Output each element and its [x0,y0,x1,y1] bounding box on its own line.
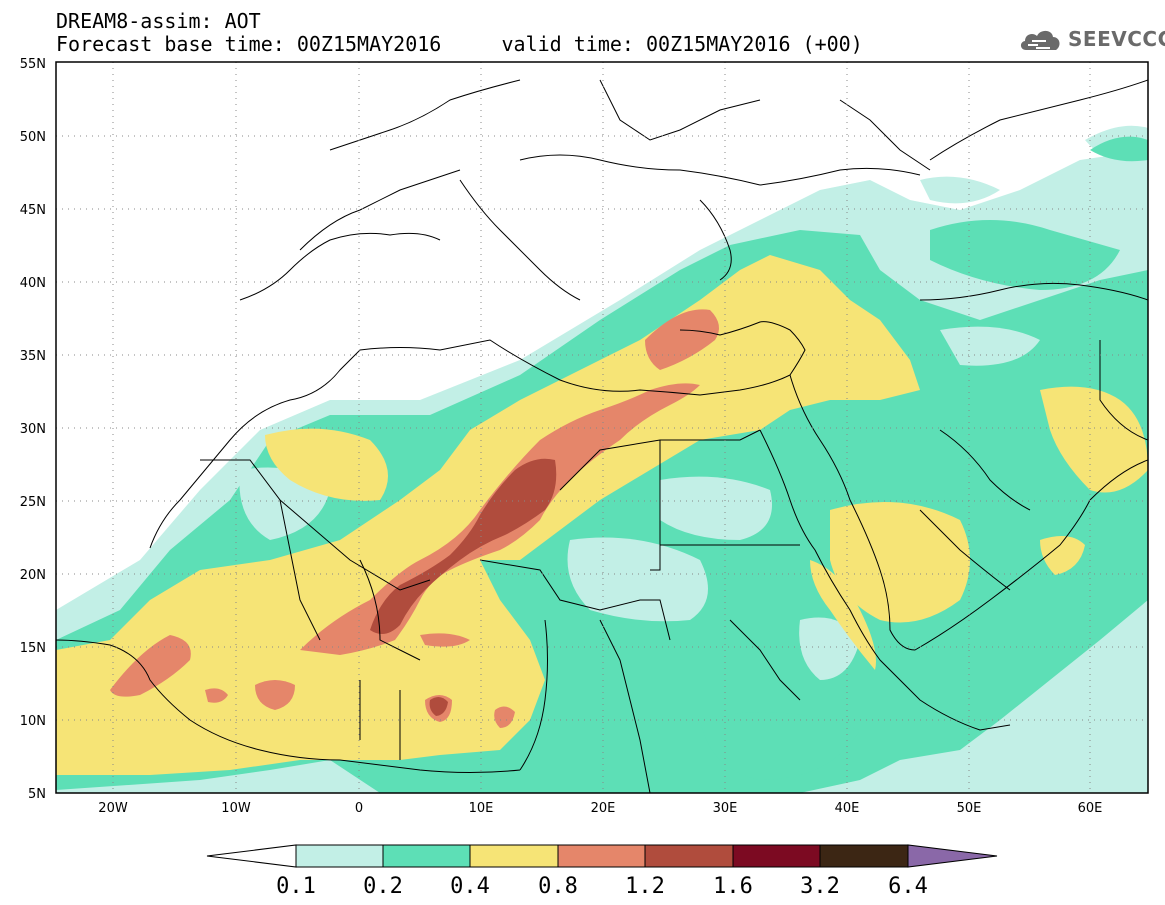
lon-tick-label: 10E [469,801,494,816]
colorbar-label: 0.1 [276,874,316,899]
colorbar-label: 1.2 [625,874,665,899]
colorbar-segment [819,844,909,868]
lat-tick-label: 45N [20,203,46,218]
colorbar-label: 0.8 [538,874,578,899]
colorbar-label: 3.2 [800,874,840,899]
lon-axis: 20W 10W 0 10E 20E 30E 40E 50E 60E [98,801,1102,816]
cloud-icon [1020,30,1060,50]
colorbar-segment [382,844,471,868]
colorbar-segment [469,844,559,868]
lon-tick-label: 20W [98,801,128,816]
map-subtitle: Forecast base time: 00Z15MAY2016 valid t… [56,32,863,56]
lon-tick-label: 40E [835,801,860,816]
aot-field [56,79,1148,793]
colorbar-segment [644,844,734,868]
lon-tick-label: 60E [1078,801,1103,816]
country-borders [56,79,1148,793]
colorbar-segment [295,844,384,868]
colorbar-label: 1.6 [713,874,753,899]
lat-tick-label: 50N [20,130,46,145]
colorbar-segment [557,844,646,868]
logo-text: SEEVCCC [1068,27,1165,51]
map-grid [56,62,1148,793]
map-frame [55,61,1149,794]
map-title: DREAM8-assim: AOT [56,9,261,33]
colorbar-segment [206,844,297,868]
colorbar-label: 6.4 [888,874,928,899]
colorbar-label: 0.4 [450,874,490,899]
lat-tick-label: 10N [20,714,46,729]
lat-tick-label: 25N [20,495,46,510]
lon-tick-label: 0 [355,801,363,816]
lat-tick-label: 20N [20,568,46,583]
lat-tick-label: 30N [20,422,46,437]
colorbar [206,844,998,868]
lat-axis: 5N 10N 15N 20N 25N 30N 35N 40N 45N 50N 5… [20,57,46,802]
seevccc-logo: SEEVCCC [1018,23,1165,55]
lon-tick-label: 10W [221,801,251,816]
lon-tick-label: 30E [713,801,738,816]
lat-tick-label: 40N [20,276,46,291]
lat-tick-label: 55N [20,57,46,72]
colorbar-segment [907,844,998,868]
lat-tick-label: 15N [20,641,46,656]
lat-tick-label: 5N [28,787,46,802]
lat-tick-label: 35N [20,349,46,364]
colorbar-labels: 0.1 0.2 0.4 0.8 1.2 1.6 3.2 6.4 [276,874,928,899]
colorbar-label: 0.2 [363,874,403,899]
lon-tick-label: 20E [591,801,616,816]
colorbar-segment [732,844,821,868]
lon-tick-label: 50E [957,801,982,816]
aot-band-1.2-1.6 [370,458,557,716]
